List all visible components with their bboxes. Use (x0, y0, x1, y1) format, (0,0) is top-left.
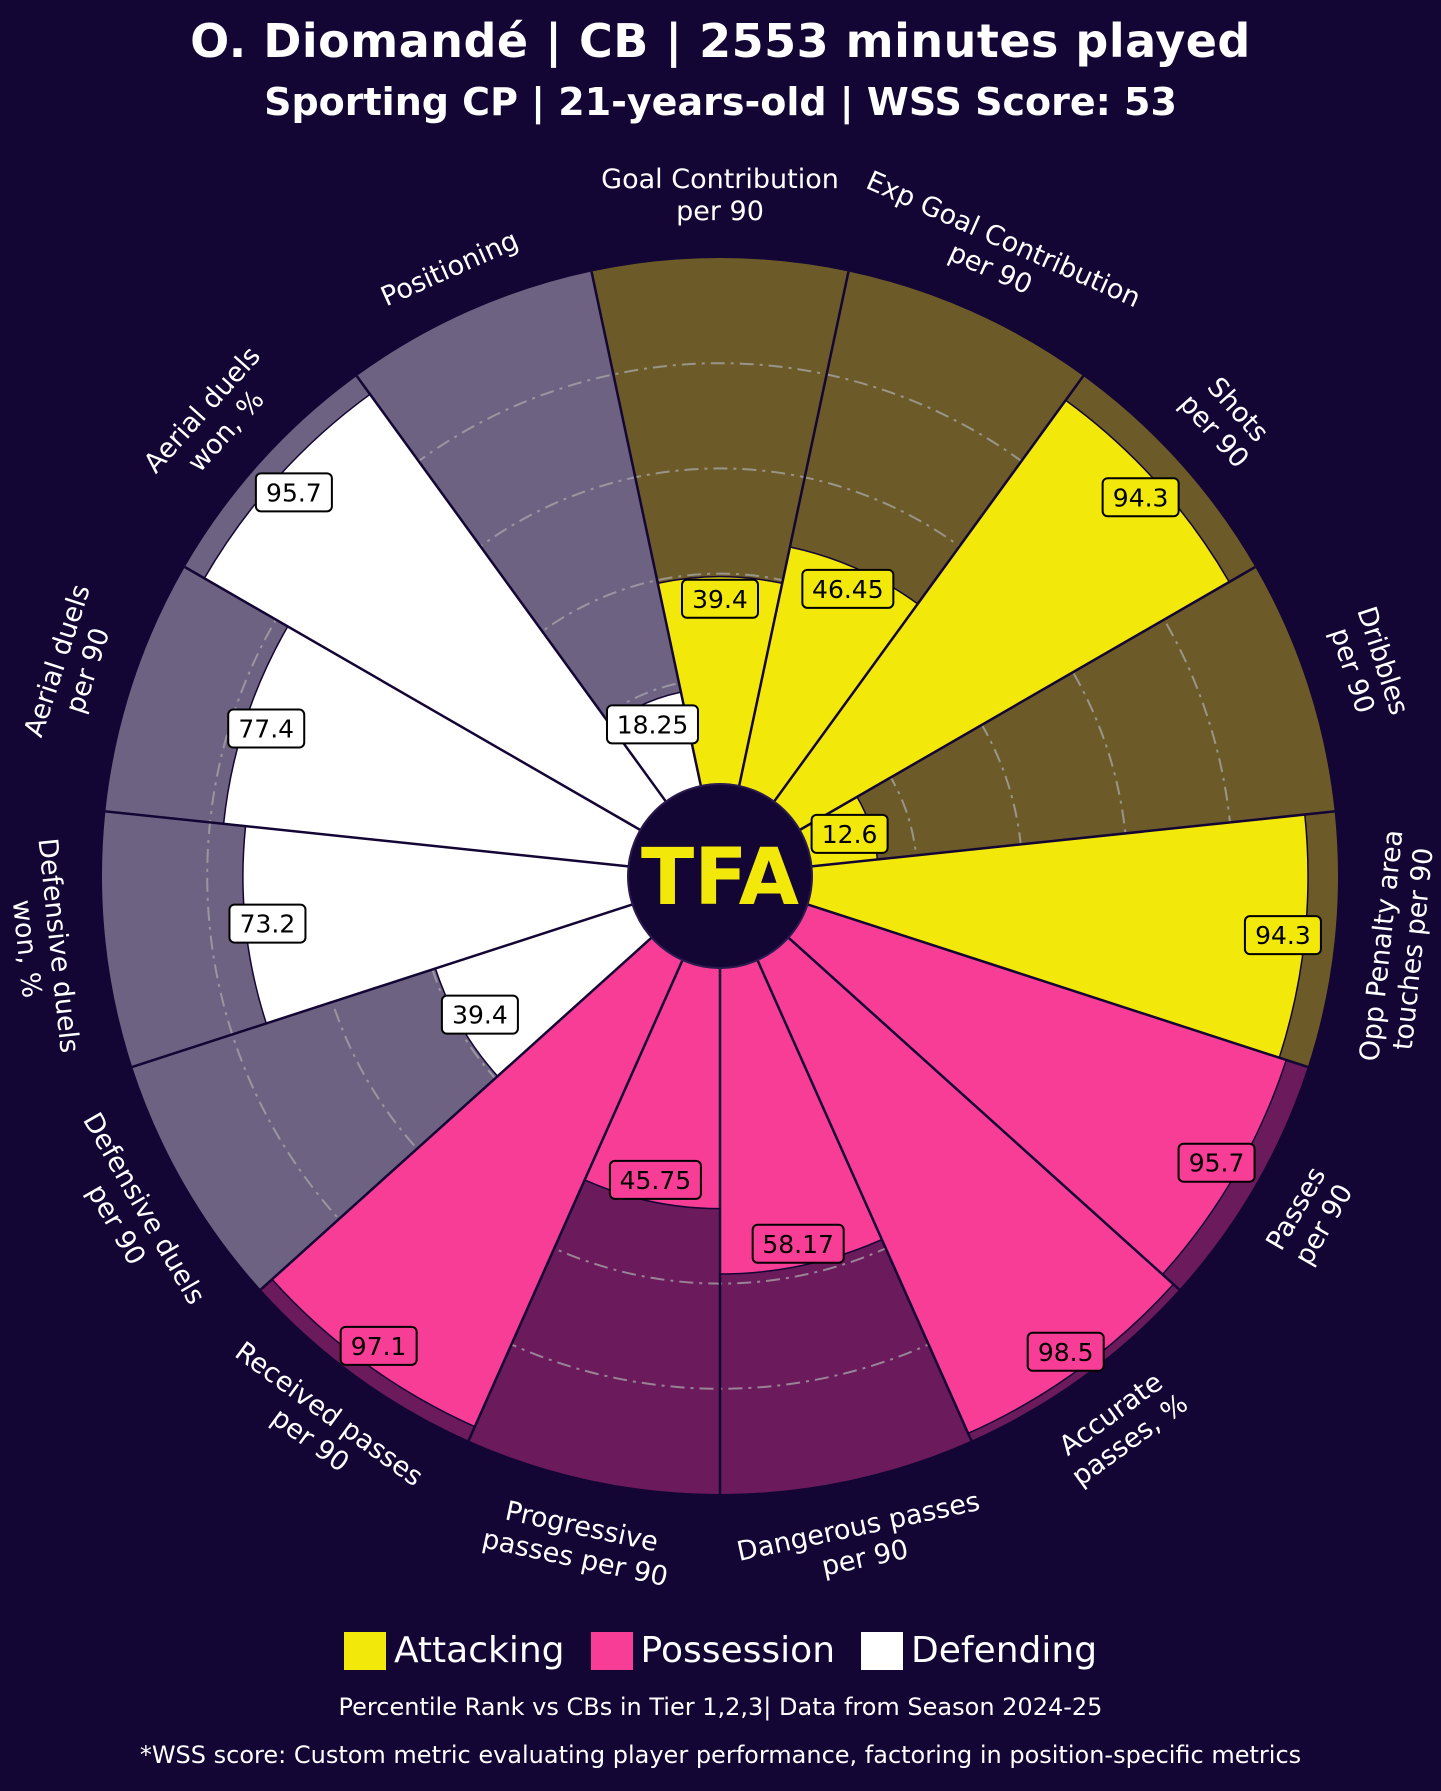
slice-divider-9 (467, 959, 684, 1442)
footer-note-wss: *WSS score: Custom metric evaluating pla… (139, 1741, 1302, 1769)
value-label-text-7: 58.17 (762, 1230, 834, 1259)
value-label-text-8: 45.75 (620, 1166, 692, 1195)
value-label-12: 77.4 (227, 708, 306, 749)
legend-item-attacking: Attacking (343, 1630, 565, 1671)
slice-bg-3 (799, 567, 1335, 867)
logo-circle (627, 783, 813, 969)
value-label-box-13 (254, 472, 333, 513)
value-label-text-0: 39.4 (692, 585, 748, 614)
slice-divider-12 (105, 810, 629, 868)
value-label-8: 45.75 (608, 1159, 702, 1200)
value-label-3: 12.6 (810, 813, 889, 854)
logo-tfa: TFA (641, 833, 799, 923)
slice-divider-3 (799, 565, 1256, 832)
slice-divider-11 (131, 903, 633, 1069)
value-label-box-9 (339, 1325, 418, 1366)
value-label-box-1 (801, 568, 895, 609)
chart-title: O. Diomandé | CB | 2553 minutes played (190, 14, 1251, 68)
slice-divider-5 (807, 903, 1309, 1069)
value-label-10: 39.4 (440, 994, 519, 1035)
footer-note-percentile: Percentile Rank vs CBs in Tier 1,2,3| Da… (338, 1693, 1103, 1721)
slice-divider-7 (756, 959, 973, 1442)
slice-divider-2 (773, 375, 1085, 803)
value-label-box-2 (1101, 477, 1180, 518)
value-label-text-2: 94.3 (1113, 483, 1169, 512)
value-label-6: 98.5 (1026, 1331, 1105, 1372)
value-label-text-10: 39.4 (452, 1001, 508, 1030)
value-label-box-5 (1177, 1142, 1256, 1183)
param-label-line-0-1: per 90 (676, 196, 764, 227)
value-label-box-3 (810, 813, 889, 854)
value-label-2: 94.3 (1101, 477, 1180, 518)
chart-legend: Attacking Possession Defending (0, 1630, 1441, 1671)
slice-divider-1 (737, 271, 850, 787)
value-label-14: 18.25 (605, 704, 699, 745)
slice-divider-0 (590, 271, 703, 787)
value-label-box-12 (227, 708, 306, 749)
value-label-13: 95.7 (254, 472, 333, 513)
slice-divider-10 (259, 936, 653, 1291)
value-label-7: 58.17 (751, 1223, 845, 1264)
value-label-text-3: 12.6 (822, 820, 878, 849)
value-label-box-7 (751, 1223, 845, 1264)
value-label-text-6: 98.5 (1038, 1338, 1094, 1367)
value-label-box-10 (440, 994, 519, 1035)
value-label-box-14 (605, 704, 699, 745)
value-label-box-4 (1243, 915, 1322, 956)
chart-subtitle: Sporting CP | 21-years-old | WSS Score: … (264, 80, 1177, 124)
legend-label-defending: Defending (911, 1630, 1098, 1671)
value-label-text-11: 73.2 (240, 910, 296, 939)
legend-label-possession: Possession (640, 1630, 836, 1671)
value-label-box-8 (608, 1159, 702, 1200)
value-label-text-1: 46.45 (812, 575, 884, 604)
value-label-text-13: 95.7 (266, 478, 322, 507)
legend-swatch-attacking (343, 1631, 386, 1670)
legend-label-attacking: Attacking (393, 1630, 565, 1671)
value-label-box-6 (1026, 1331, 1105, 1372)
value-label-text-12: 77.4 (238, 715, 294, 744)
legend-item-possession: Possession (590, 1630, 836, 1671)
value-label-box-0 (681, 578, 759, 619)
legend-swatch-possession (590, 1631, 633, 1670)
value-label-4: 94.3 (1243, 915, 1322, 956)
slice-divider-13 (184, 565, 641, 832)
value-label-0: 39.4 (681, 578, 759, 619)
value-label-text-9: 97.1 (351, 1332, 407, 1361)
legend-item-defending: Defending (861, 1630, 1097, 1671)
value-label-5: 95.7 (1177, 1142, 1256, 1183)
slice-bg-14 (356, 271, 701, 802)
slice-bg-0 (591, 258, 849, 787)
value-label-box-11 (228, 903, 307, 944)
value-label-1: 46.45 (801, 568, 895, 609)
param-label-line-0-0: Goal Contribution (601, 164, 839, 195)
slice-divider-4 (811, 810, 1335, 868)
value-label-text-14: 18.25 (617, 710, 689, 739)
slice-divider-6 (787, 936, 1181, 1291)
value-label-text-5: 95.7 (1189, 1149, 1245, 1178)
legend-swatch-defending (861, 1631, 904, 1670)
value-label-11: 73.2 (228, 903, 307, 944)
pizza-radar-chart: 39.4 46.45 94.3 12.6 94.3 95.7 98.5 58.17 45.75 9… (6, 164, 1440, 1593)
value-label-text-4: 94.3 (1255, 921, 1311, 950)
value-slices (105, 271, 1335, 1494)
value-label-9: 97.1 (339, 1325, 418, 1366)
value-labels: 39.4 46.45 94.3 12.6 94.3 95.7 98.5 58.17 45.75 9… (227, 472, 1322, 1372)
